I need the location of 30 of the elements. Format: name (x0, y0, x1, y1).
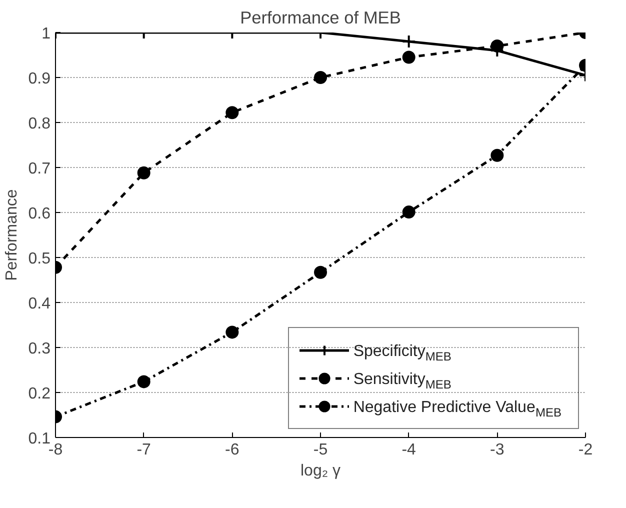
x-tick-label: -5 (313, 442, 328, 458)
y-tick-label: 0.9 (28, 70, 51, 88)
y-tick-label: 0.8 (28, 116, 51, 132)
y-tick-label: 0.7 (28, 160, 51, 178)
x-tick-label: -3 (490, 442, 504, 458)
point (402, 34, 416, 48)
y-axis-title: Performance (3, 189, 20, 281)
point (314, 71, 327, 84)
x-tick-label: -7 (136, 442, 152, 458)
x-tick-label: -2 (578, 442, 593, 458)
y-tick-label: 0.6 (28, 206, 51, 222)
y-tick-label: 1 (42, 26, 51, 42)
point (402, 206, 416, 219)
y-tick-label: 0.5 (28, 250, 51, 268)
x-tick-label: -4 (402, 442, 416, 458)
point (402, 50, 416, 64)
point (314, 266, 327, 279)
point (137, 375, 150, 388)
point (137, 166, 150, 180)
chart-title: Performance of MEB (240, 8, 401, 28)
y-tick-label: 0.4 (28, 296, 51, 312)
x-tick-label: -6 (225, 442, 240, 458)
y-tick-label: 0.1 (28, 430, 51, 448)
point (490, 148, 504, 162)
x-axis-title: log₂ γ (300, 462, 341, 480)
point (226, 326, 239, 339)
x-tick-label: -8 (48, 442, 63, 458)
y-tick-label: 0.3 (28, 340, 51, 358)
y-tick-label: 0.2 (28, 386, 51, 402)
point (226, 106, 239, 120)
